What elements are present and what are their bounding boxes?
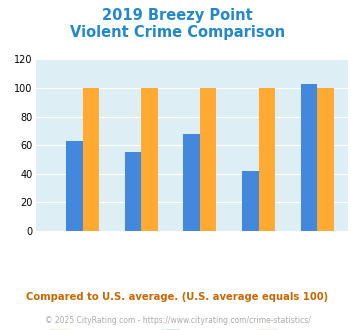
Text: 2019 Breezy Point: 2019 Breezy Point [102,8,253,23]
Bar [301,84,317,231]
Bar [317,88,334,231]
Bar [66,141,83,231]
Legend: Breezy Point, Minnesota, National: Breezy Point, Minnesota, National [45,326,338,330]
Bar [242,171,258,231]
Bar [83,88,99,231]
Bar [184,134,200,231]
Bar [258,88,275,231]
Text: © 2025 CityRating.com - https://www.cityrating.com/crime-statistics/: © 2025 CityRating.com - https://www.city… [45,316,310,325]
Bar [200,88,216,231]
Text: Compared to U.S. average. (U.S. average equals 100): Compared to U.S. average. (U.S. average … [26,292,329,302]
Bar [125,152,141,231]
Bar [141,88,158,231]
Text: Violent Crime Comparison: Violent Crime Comparison [70,25,285,40]
